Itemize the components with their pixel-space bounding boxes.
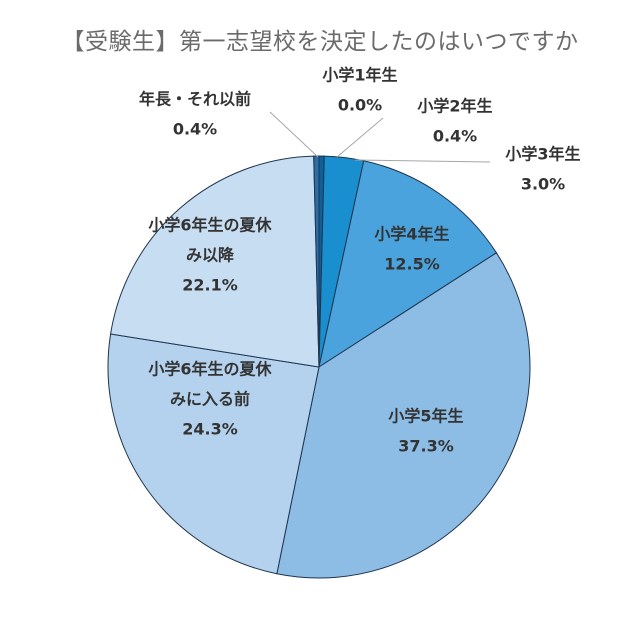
leader-line-8 [269,111,319,158]
pie-slice-7 [110,155,320,368]
data-label-value-5: 37.3% [398,437,454,456]
data-label-name-6: みに入る前 [170,390,250,409]
data-label-value-7: 22.1% [182,276,238,295]
leader-line-3 [354,159,491,163]
data-label-name-6: 小学6年生の夏休 [148,360,272,379]
leader-line-2 [336,117,384,158]
data-label-name-4: 小学4年生 [374,225,449,244]
pie-slice-6 [107,333,320,575]
data-label-value-3: 3.0% [521,175,565,194]
data-label-name-3: 小学3年生 [505,145,580,164]
pie-slice-5 [276,252,531,579]
data-label-name-1: 小学1年生 [322,66,397,85]
data-label-name-8: 年長・それ以前 [139,90,251,109]
chart-title: 【受験生】第一志望校を決定したのはいつですか [61,29,579,55]
data-label-value-4: 12.5% [384,255,440,274]
data-label-name-5: 小学5年生 [388,407,463,426]
pie-slice-4 [318,160,498,369]
data-label-value-1: 0.0% [338,96,382,115]
data-label-name-2: 小学2年生 [417,97,492,116]
data-label-name-7: 小学6年生の夏休 [148,216,272,235]
data-label-value-2: 0.4% [433,127,477,146]
data-label-value-8: 0.4% [173,120,217,139]
data-label-name-7: み以降 [186,246,235,265]
data-label-value-6: 24.3% [182,420,238,439]
